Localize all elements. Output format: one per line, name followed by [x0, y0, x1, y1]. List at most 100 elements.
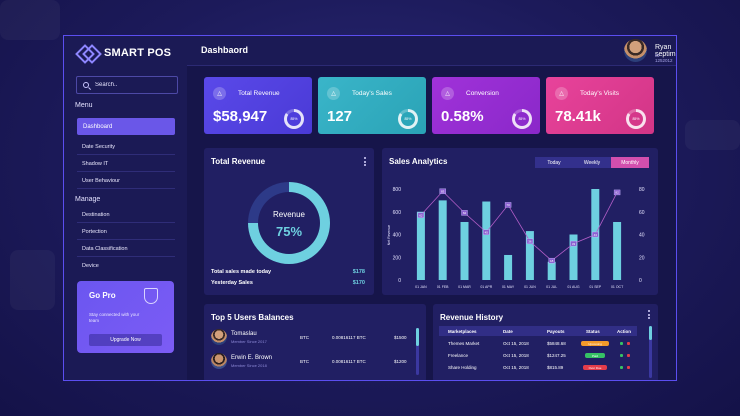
panel-title: Total Revenue [211, 157, 266, 166]
more-options-icon[interactable] [648, 310, 650, 321]
chart-bar [482, 201, 491, 280]
line-point [613, 189, 621, 196]
brand-name: SMART POS [104, 47, 172, 59]
line-point [504, 202, 512, 208]
sidebar-item-user-behaviour[interactable]: User Behaviour [77, 173, 175, 189]
tab-today[interactable]: Today [535, 157, 573, 168]
progress-ring: 85% [398, 109, 418, 129]
user-avatar[interactable] [624, 39, 647, 62]
chart-bar [613, 221, 622, 280]
revenue-donut: Revenue 75% [248, 182, 330, 264]
row-payout: $5848.68 [547, 341, 566, 346]
chart-bar [416, 211, 425, 280]
stat-card-todays-sales[interactable]: △ Today's Sales 127 85% [318, 77, 426, 134]
stat-value: 0.58% [441, 108, 484, 125]
table-row[interactable]: Freelance Oct 15, 2018 $1247.25 Paid [439, 350, 637, 362]
x-tick-label: 01 JAN [415, 285, 427, 289]
user-row-amount: 0.00816117 BTC [332, 359, 366, 364]
sidebar-item-portection[interactable]: Portection [77, 224, 175, 240]
line-point [439, 188, 446, 194]
triangle-icon: △ [213, 87, 226, 100]
chart-bar [438, 200, 447, 280]
user-row-since: Member Since 2017 [231, 339, 267, 344]
data-label: 43 [594, 233, 598, 237]
data-label: 83 [441, 190, 445, 194]
stat-card-todays-visits[interactable]: △ Today's Visits 78.41k 85% [546, 77, 654, 134]
panel-title: Top 5 Users Balances [211, 313, 294, 322]
table-row[interactable]: Themes Market Oct 15, 2018 $5848.68 Upco… [439, 338, 637, 350]
line-point [570, 240, 577, 247]
data-label: 62 [463, 211, 467, 215]
progress-percent: 85% [629, 112, 643, 126]
edit-icon[interactable] [620, 354, 623, 357]
y-axis-label: Net Revenue [387, 225, 391, 245]
row-date: Oct 15, 2018 [503, 341, 529, 346]
delete-icon[interactable] [627, 342, 630, 345]
line-point [461, 210, 468, 216]
scrollbar-thumb[interactable] [416, 328, 419, 346]
page-title: Dashbaord [201, 45, 249, 55]
x-tick-label: 01 FEB [437, 285, 449, 289]
sidebar-item-destination[interactable]: Destination [77, 207, 175, 223]
user-row-total: $1500 [394, 335, 407, 340]
scrollbar[interactable] [649, 326, 652, 378]
background-shape [0, 0, 60, 40]
delete-icon[interactable] [627, 366, 630, 369]
y2-tick-label: 0 [639, 278, 642, 284]
menu-section-label: Menu [75, 102, 93, 109]
x-tick-label: 01 MAY [502, 285, 515, 289]
row-date: Oct 15, 2018 [503, 365, 529, 370]
donut-center: Revenue 75% [258, 192, 320, 254]
data-label: 62 [419, 213, 423, 217]
table-row[interactable]: Share Holding Oct 15, 2018 $815.89 Over … [439, 362, 637, 374]
user-row-since: Member Since 2018 [231, 363, 267, 368]
yesterday-sales-value: $170 [352, 280, 365, 286]
row-market: Themes Market [448, 341, 480, 346]
go-pro-card: Go Pro Stay connected with your team Upg… [77, 281, 174, 353]
data-label: 70 [506, 203, 510, 207]
y-tick-label: 200 [393, 255, 402, 261]
sidebar-item-date-security[interactable]: Date Security [77, 139, 175, 155]
user-row[interactable]: Erwin E. Brown Member Since 2018 BTC 0.0… [211, 353, 407, 375]
table-header: Marketplaces Date Payouts Status Action [439, 326, 637, 336]
search-input[interactable] [95, 82, 175, 88]
stat-title: Conversion [466, 90, 499, 97]
stat-card-conversion[interactable]: △ Conversion 0.58% 85% [432, 77, 540, 134]
progress-percent: 85% [515, 112, 529, 126]
data-label: 18 [550, 259, 554, 263]
panel-title: Revenue History [440, 313, 504, 322]
line-point [417, 212, 425, 218]
more-options-icon[interactable] [364, 157, 366, 168]
stat-title: Today's Sales [352, 90, 392, 97]
sidebar-item-dashboard[interactable]: Dashboard [77, 118, 175, 135]
stat-card-total-revenue[interactable]: △ Total Revenue $58,947 85% [204, 77, 312, 134]
edit-icon[interactable] [620, 366, 623, 369]
upgrade-now-button[interactable]: Upgrade Now [89, 334, 162, 346]
user-name[interactable]: Ryan septimna [655, 44, 676, 58]
delete-icon[interactable] [627, 354, 630, 357]
sidebar: SMART POS Menu Dashboard Date Security S… [64, 36, 187, 380]
go-pro-title: Go Pro [89, 291, 116, 300]
manage-section-label: Manage [75, 196, 101, 203]
edit-icon[interactable] [620, 342, 623, 345]
sales-analytics-chart: 0 200 400 600 800 0 20 40 60 80 Net Revenue 01 JAN 0… [387, 187, 645, 289]
scrollbar[interactable] [416, 328, 419, 375]
progress-percent: 85% [287, 112, 301, 126]
tab-weekly[interactable]: Weekly [573, 157, 611, 168]
stat-value: 78.41k [555, 108, 601, 125]
brand-logo[interactable]: SMART POS [78, 46, 171, 60]
tab-monthly[interactable]: Monthly [611, 157, 649, 168]
search-box[interactable] [76, 76, 178, 94]
sidebar-item-shadow-it[interactable]: Shadow IT [77, 156, 175, 172]
row-payout: $815.89 [547, 365, 564, 370]
stat-title: Today's Visits [580, 90, 620, 97]
progress-ring: 85% [512, 109, 532, 129]
sidebar-item-device[interactable]: Device [82, 263, 99, 269]
scrollbar-thumb[interactable] [649, 326, 652, 340]
sidebar-item-data-classification[interactable]: Data Classification [77, 241, 175, 257]
chart-bar [504, 254, 513, 280]
status-badge: Paid [585, 353, 605, 358]
user-row[interactable]: Tomaslau Member Since 2017 BTC 0.0081611… [211, 329, 407, 351]
background-shape [10, 250, 55, 310]
search-icon [83, 82, 89, 88]
